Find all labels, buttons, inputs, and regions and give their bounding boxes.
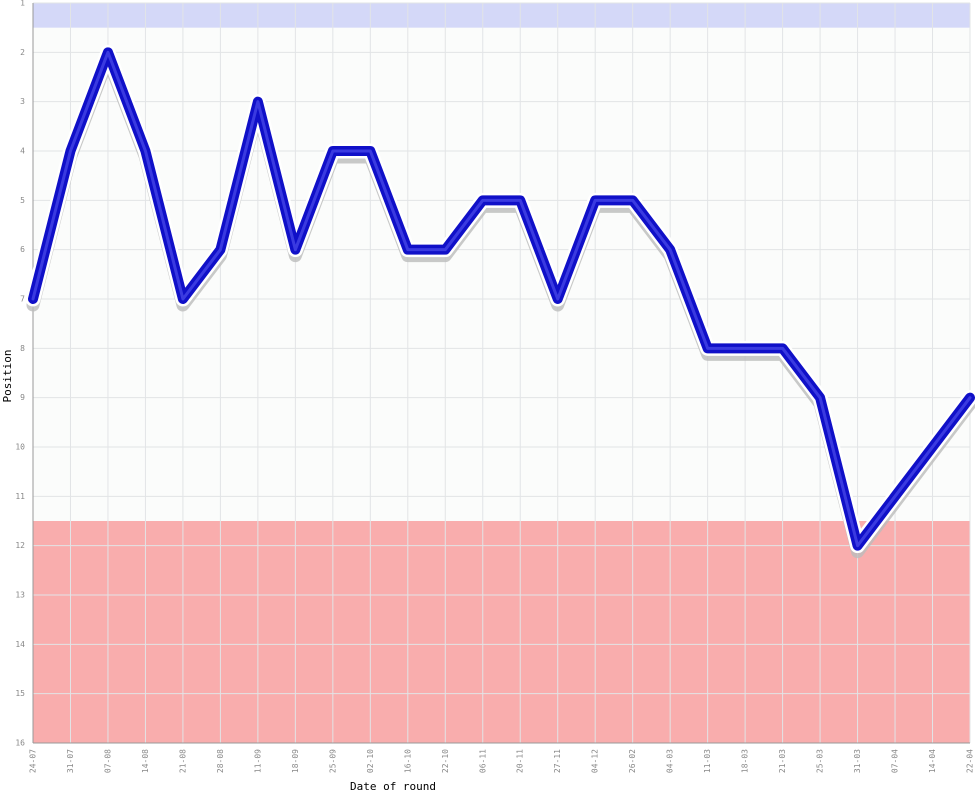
line-highlight bbox=[31, 50, 972, 548]
y-tick-label: 6 bbox=[20, 245, 25, 254]
band bbox=[33, 3, 970, 28]
x-tick-label: 16-10 bbox=[403, 749, 412, 773]
x-tick-label: 18-03 bbox=[741, 749, 750, 773]
x-tick-label: 06-11 bbox=[478, 749, 487, 773]
x-tick-label: 14-08 bbox=[141, 749, 150, 773]
x-tick-label: 21-08 bbox=[178, 749, 187, 773]
y-tick-label: 1 bbox=[20, 0, 25, 8]
y-tick-label: 4 bbox=[20, 147, 25, 156]
x-tick-label: 28-08 bbox=[216, 749, 225, 773]
y-tick-label: 14 bbox=[15, 640, 25, 649]
y-tick-label: 3 bbox=[20, 97, 25, 106]
y-tick-label: 12 bbox=[15, 541, 25, 550]
band bbox=[33, 521, 970, 743]
x-tick-label: 02-10 bbox=[366, 749, 375, 773]
x-tick-label: 18-09 bbox=[291, 749, 300, 773]
x-tick-label: 22-04 bbox=[966, 749, 975, 773]
x-tick-label: 21-03 bbox=[778, 749, 787, 773]
y-tick-label: 8 bbox=[20, 344, 25, 353]
y-tick-label: 15 bbox=[15, 689, 25, 698]
y-tick-label: 5 bbox=[20, 196, 25, 205]
x-tick-label: 20-11 bbox=[516, 749, 525, 773]
x-tick-label: 22-10 bbox=[441, 749, 450, 773]
x-tick-label: 31-03 bbox=[853, 749, 862, 773]
x-tick-label: 14-04 bbox=[928, 749, 937, 773]
y-tick-label: 16 bbox=[15, 739, 25, 748]
x-tick-label: 27-11 bbox=[553, 749, 562, 773]
x-tick-label: 24-07 bbox=[29, 749, 38, 773]
x-axis-title: Date of round bbox=[350, 780, 436, 793]
x-tick-label: 07-08 bbox=[103, 749, 112, 773]
y-tick-label: 2 bbox=[20, 48, 25, 57]
y-axis-title: Position bbox=[1, 350, 14, 403]
y-tick-label: 9 bbox=[20, 393, 25, 402]
y-tick-label: 13 bbox=[15, 591, 25, 600]
y-tick-label: 10 bbox=[15, 443, 25, 452]
x-tick-label: 04-12 bbox=[591, 749, 600, 773]
x-tick-label: 25-03 bbox=[816, 749, 825, 773]
x-tick-label: 07-04 bbox=[891, 749, 900, 773]
x-tick-label: 11-09 bbox=[253, 749, 262, 773]
x-tick-label: 25-09 bbox=[328, 749, 337, 773]
x-tick-label: 11-03 bbox=[703, 749, 712, 773]
y-tick-label: 7 bbox=[20, 295, 25, 304]
x-tick-label: 04-03 bbox=[666, 749, 675, 773]
x-tick-label: 31-07 bbox=[66, 749, 75, 773]
y-tick-label: 11 bbox=[15, 492, 25, 501]
x-tick-label: 26-02 bbox=[628, 749, 637, 773]
